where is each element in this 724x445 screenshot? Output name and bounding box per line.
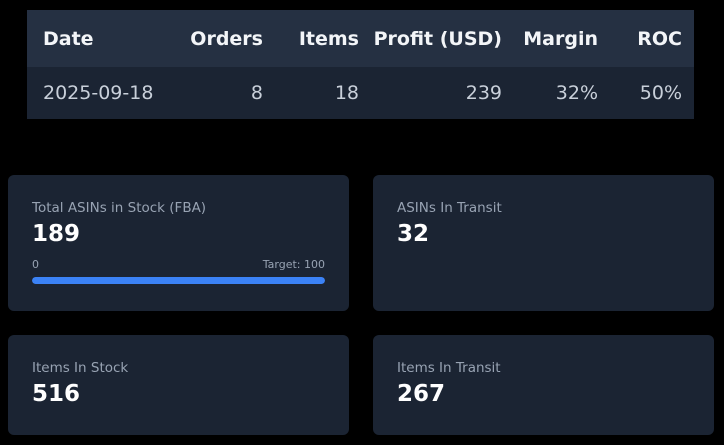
cell-profit: 239: [465, 82, 502, 104]
cell-roc: 50%: [639, 82, 682, 104]
column-header-margin[interactable]: Margin: [523, 27, 598, 50]
column-header-date[interactable]: Date: [43, 27, 94, 50]
progress-min-label: 0: [32, 258, 39, 271]
summary-table: Date Orders Items Profit (USD) Margin RO…: [27, 10, 694, 119]
card-asins-in-transit: ASINs In Transit 32: [373, 175, 714, 311]
column-header-profit[interactable]: Profit (USD): [373, 27, 502, 50]
progress-target-label: Target: 100: [262, 258, 325, 271]
cell-items: 18: [334, 82, 359, 104]
table-header-row: Date Orders Items Profit (USD) Margin RO…: [27, 10, 694, 67]
cell-margin: 32%: [555, 82, 598, 104]
card-label: Total ASINs in Stock (FBA): [32, 200, 207, 216]
column-header-orders[interactable]: Orders: [190, 27, 263, 50]
progress-bar: [32, 277, 325, 284]
card-items-in-transit: Items In Transit 267: [373, 335, 714, 435]
card-label: ASINs In Transit: [397, 200, 502, 216]
progress-labels: 0 Target: 100: [32, 258, 325, 271]
table-row: 2025-09-18 8 18 239 32% 50%: [27, 67, 694, 119]
card-value: 189: [32, 221, 81, 247]
card-items-in-stock: Items In Stock 516: [8, 335, 349, 435]
card-value: 267: [397, 381, 446, 407]
cell-orders: 8: [250, 82, 263, 104]
card-label: Items In Transit: [397, 360, 501, 376]
column-header-roc[interactable]: ROC: [637, 27, 682, 50]
card-value: 32: [397, 221, 430, 247]
card-value: 516: [32, 381, 81, 407]
progress-bar-fill: [32, 277, 325, 284]
card-label: Items In Stock: [32, 360, 129, 376]
column-header-items[interactable]: Items: [298, 27, 359, 50]
card-asins-in-stock: Total ASINs in Stock (FBA) 189 0 Target:…: [8, 175, 349, 311]
cell-date: 2025-09-18: [43, 82, 154, 104]
